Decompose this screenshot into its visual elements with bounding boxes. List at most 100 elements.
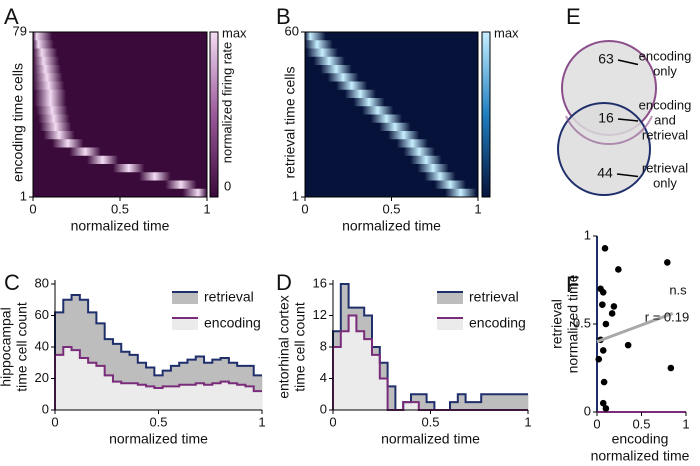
heatmap-row — [33, 139, 207, 148]
heatmap-row — [305, 65, 478, 74]
y-axis-label: time cell count — [292, 302, 308, 392]
histogram-bar — [228, 383, 238, 410]
y-tick-label: 12 — [313, 307, 327, 322]
heatmap-row — [305, 106, 478, 115]
scatter-point — [597, 285, 604, 293]
heatmap-row — [305, 180, 478, 190]
histogram-bar — [170, 386, 180, 410]
legend-label: retrieval — [204, 289, 254, 305]
histogram-bar — [187, 384, 197, 410]
leader-line — [617, 59, 639, 66]
scatter-point — [615, 266, 622, 273]
panel-letter: C — [4, 270, 20, 295]
heatmap-row — [33, 40, 207, 49]
annotation: r = 0.19 — [645, 309, 689, 324]
histogram-bar — [348, 315, 357, 410]
heatmap-row — [33, 147, 207, 157]
region-count: 63 — [598, 51, 614, 67]
histogram-bar — [88, 312, 97, 410]
scatter-point — [600, 378, 608, 386]
trend-line — [596, 312, 674, 344]
y-tick-label: 60 — [35, 307, 49, 322]
heatmap-row — [33, 180, 207, 190]
y-axis-label: hippocampal — [0, 307, 14, 386]
x-tick-label: 0.5 — [111, 201, 129, 216]
y-axis-label: entorhinal cortex — [276, 295, 292, 399]
x-tick-label: 0 — [301, 201, 308, 216]
heatmap-row — [33, 73, 207, 82]
y-tick-label: 8 — [320, 338, 327, 353]
y-tick-label: 40 — [35, 338, 49, 353]
heatmap-row — [33, 188, 207, 198]
legend-swatch — [172, 318, 198, 330]
annotation: n.s — [669, 282, 687, 297]
region-label: only — [653, 63, 677, 78]
heatmap-row — [33, 114, 207, 124]
histogram-bar — [481, 394, 490, 410]
histogram-bar — [403, 402, 412, 410]
y-tick-label: 0 — [584, 403, 591, 418]
histogram-bar — [162, 386, 172, 410]
histogram-bar — [220, 381, 230, 410]
histogram-bar — [340, 331, 349, 410]
histogram-bar — [55, 354, 64, 410]
histogram-bar — [195, 383, 205, 410]
histogram-bar — [129, 383, 139, 410]
histogram-bar — [411, 402, 420, 410]
y-axis-label: normalized time — [565, 274, 581, 373]
region-label: encoding — [639, 48, 692, 63]
heatmap-row — [305, 73, 478, 82]
scatter-point — [595, 355, 603, 363]
heatmap-row — [33, 164, 207, 173]
heatmap-row — [305, 188, 478, 198]
scatter-point — [602, 405, 610, 412]
x-axis-label: normalized time — [109, 431, 208, 447]
y-tick-label: 0 — [320, 401, 327, 416]
histogram-bar — [79, 358, 89, 410]
x-tick-label: 0 — [29, 201, 36, 216]
heatmap-row — [33, 89, 207, 99]
histogram-bar — [179, 384, 188, 410]
heatmap-row — [33, 172, 207, 181]
histogram-bar — [112, 381, 122, 410]
heatmap-row — [305, 172, 478, 181]
histogram-bar — [121, 383, 130, 410]
panel-letter: F — [566, 272, 579, 297]
colorbar-label: max — [494, 25, 519, 40]
scatter-point — [664, 259, 671, 266]
y-tick-label: 20 — [35, 370, 49, 385]
histogram-bar — [63, 347, 72, 410]
legend-label: encoding — [204, 315, 261, 331]
heatmap-row — [305, 139, 478, 148]
colorbar-label: normalized firing rate — [219, 42, 234, 163]
x-tick-label: 1 — [474, 201, 481, 216]
panel-letter: B — [276, 4, 291, 29]
legend-swatch — [437, 318, 463, 330]
heatmap-row — [305, 40, 478, 49]
y-axis-label: time cell count — [14, 302, 30, 392]
histogram-bar — [96, 365, 105, 410]
x-axis-label: encoding — [612, 431, 669, 447]
colorbar — [481, 31, 491, 198]
histogram-bar — [121, 351, 130, 410]
histogram-bar — [465, 402, 474, 410]
histogram-bar — [71, 350, 81, 410]
histogram-bar — [137, 384, 147, 410]
heatmap-row — [33, 131, 207, 140]
y-tick-label: 0 — [42, 401, 49, 416]
x-tick-label: 0 — [51, 414, 58, 429]
histogram-bar — [245, 386, 255, 410]
region-label: only — [653, 175, 677, 190]
x-tick-label: 0 — [593, 416, 600, 431]
histogram-outline — [54, 294, 262, 410]
legend-label: retrieval — [469, 289, 519, 305]
heatmap-row — [33, 65, 207, 74]
x-tick-label: 1 — [203, 201, 210, 216]
heatmap-row — [33, 48, 207, 58]
histogram-bar — [489, 394, 498, 410]
scatter-point — [601, 245, 609, 252]
x-axis-label: normalized time — [591, 448, 690, 464]
histogram-bar — [379, 378, 388, 410]
scatter-point — [599, 347, 607, 354]
